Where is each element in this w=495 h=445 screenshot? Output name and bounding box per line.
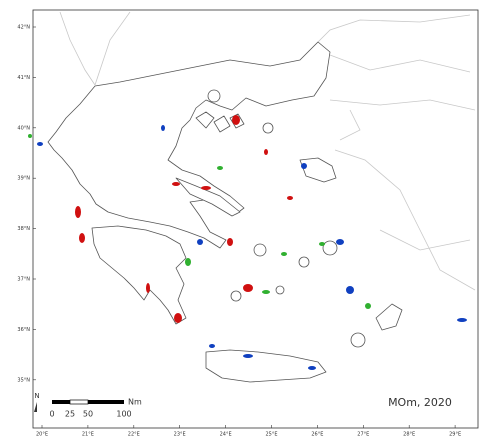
habitat-patches (28, 115, 467, 370)
longitude-label: 25°E (265, 432, 277, 438)
patch (301, 163, 307, 169)
patch (79, 233, 85, 243)
north-arrow (34, 402, 37, 412)
patch (37, 142, 43, 146)
patch (28, 134, 32, 138)
latitude-label: 36°N (17, 327, 30, 333)
patch (185, 258, 191, 266)
patch (172, 182, 180, 186)
patch (227, 238, 233, 246)
scale-bar (52, 399, 124, 405)
patch (243, 284, 253, 292)
patch (161, 125, 165, 131)
scale-label: 0 (49, 410, 54, 419)
patch (174, 313, 182, 323)
patch (319, 242, 325, 246)
patch (287, 196, 293, 200)
north-label: N (34, 392, 39, 400)
patch (308, 366, 316, 370)
scale-label: 25 (65, 410, 75, 419)
patch (201, 186, 211, 190)
latitude-label: 42°N (17, 25, 30, 31)
patch (336, 239, 344, 245)
patch (264, 149, 268, 155)
scale-label: 50 (83, 410, 93, 419)
latitude-label: 35°N (17, 377, 30, 383)
credit: MOm, 2020 (388, 396, 452, 409)
longitude-label: 24°E (220, 432, 232, 438)
latitude-label: 41°N (17, 75, 30, 81)
patch (262, 290, 270, 294)
patch (75, 206, 81, 218)
longitude-label: 26°E (311, 432, 323, 438)
longitude-label: 28°E (403, 432, 415, 438)
patch (281, 252, 287, 256)
longitude-label: 21°E (82, 432, 94, 438)
patch (457, 318, 467, 322)
patch (209, 344, 215, 348)
neighbouring-borders (59, 11, 476, 291)
longitude-label: 20°E (36, 432, 48, 438)
patch (197, 239, 203, 245)
patch (365, 303, 371, 309)
patch (243, 354, 253, 358)
scale-label: 100 (116, 410, 131, 419)
patch (232, 115, 240, 125)
longitude-label: 29°E (449, 432, 461, 438)
latitude-label: 38°N (17, 226, 30, 232)
longitude-label: 27°E (357, 432, 369, 438)
patch (217, 166, 223, 170)
scale-unit: Nm (128, 398, 142, 407)
latitude-label: 39°N (17, 176, 30, 182)
latitude-label: 37°N (17, 277, 30, 283)
patch (146, 283, 150, 293)
latitude-label: 40°N (17, 125, 30, 131)
longitude-label: 22°E (128, 432, 140, 438)
coastline (47, 41, 403, 383)
patch (346, 286, 354, 294)
longitude-label: 23°E (174, 432, 186, 438)
